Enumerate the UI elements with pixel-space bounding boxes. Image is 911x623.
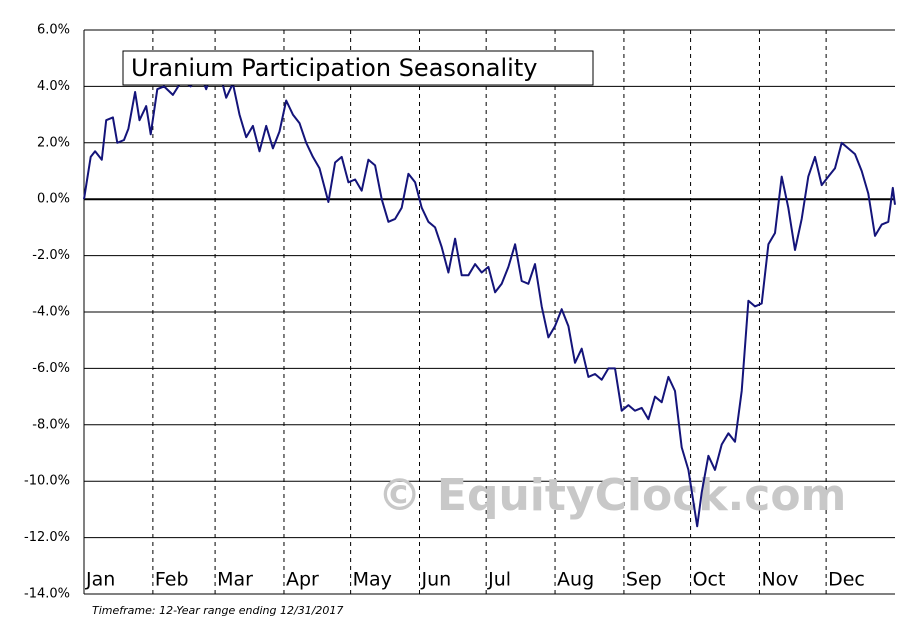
- y-tick-label: 0.0%: [37, 192, 70, 207]
- y-tick-label: -8.0%: [32, 417, 70, 432]
- x-tick-label: Dec: [828, 569, 865, 591]
- y-tick-label: -14.0%: [24, 587, 70, 602]
- y-tick-label: -4.0%: [32, 305, 70, 320]
- x-tick-label: Mar: [217, 569, 253, 591]
- grid: 6.0% 4.0% 2.0% 0.0% -2.0% -4.0% -6.0% -8.0% -10.…: [24, 23, 895, 602]
- footnote: Timeframe: 12-Year range ending 12/31/20…: [92, 604, 343, 617]
- x-tick-label: Aug: [557, 569, 594, 591]
- y-tick-label: 4.0%: [37, 79, 70, 94]
- watermark: © EquityClock.com: [378, 470, 847, 521]
- y-tick-label: -2.0%: [32, 248, 70, 263]
- y-tick-label: -10.0%: [24, 474, 70, 489]
- y-tick-label: -6.0%: [32, 361, 70, 376]
- x-tick-label: Oct: [693, 569, 726, 591]
- x-tick-label: Jan: [85, 569, 115, 591]
- chart-title: Uranium Participation Seasonality: [131, 54, 537, 82]
- y-tick-label: 6.0%: [37, 23, 70, 38]
- x-tick-label: Nov: [761, 569, 798, 591]
- x-tick-label: Sep: [626, 569, 662, 591]
- x-tick-label: Feb: [155, 569, 189, 591]
- x-tick-label: Jul: [487, 569, 511, 591]
- x-tick-label: Jun: [421, 569, 452, 591]
- x-tick-label: May: [353, 569, 392, 591]
- title-box: [122, 50, 594, 86]
- x-tick-label: Apr: [286, 569, 319, 591]
- y-tick-label: -12.0%: [24, 530, 70, 545]
- y-tick-label: 2.0%: [37, 135, 70, 150]
